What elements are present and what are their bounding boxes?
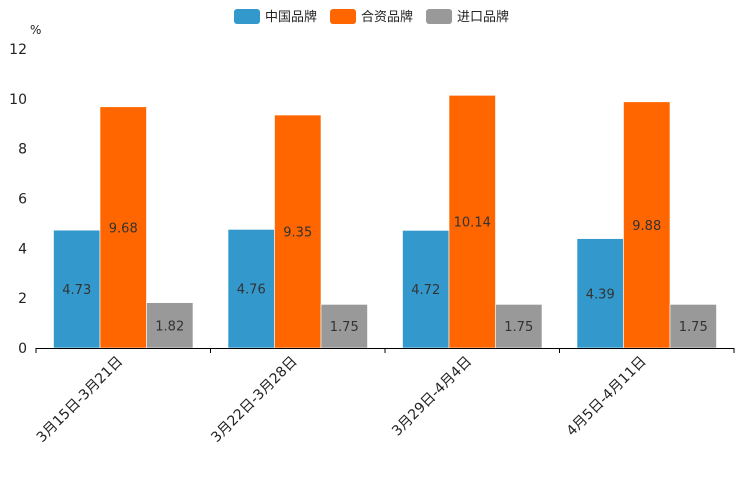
x-tick-label: 4月5日-4月11日: [564, 354, 650, 440]
legend-item: 合资品牌: [330, 9, 413, 25]
bar-value-label: 9.68: [109, 221, 138, 236]
bar: [53, 229, 101, 349]
y-tick-label: 8: [18, 142, 27, 158]
x-tick-label: 3月15日-3月21日: [34, 354, 126, 446]
bar: [448, 95, 496, 349]
bar: [227, 229, 275, 349]
bar-labels: 4.73 9.68 1.82 4.76 9.35 1.75 4.72 10.14 1.75 4.3…: [62, 216, 707, 336]
bars: [53, 95, 717, 349]
bar-value-label: 1.82: [155, 319, 184, 334]
bar: [623, 101, 671, 349]
bar: [576, 238, 624, 349]
bar: [146, 302, 194, 349]
bar: [99, 106, 147, 349]
bar-value-label: 1.75: [330, 320, 359, 335]
x-tick-label: 3月22日-3月28日: [208, 354, 300, 446]
x-tick-label: 3月29日-4月4日: [389, 354, 475, 440]
y-tick-label: 2: [18, 291, 27, 307]
legend-item: 中国品牌: [234, 9, 317, 25]
bar-value-label: 4.39: [586, 287, 615, 302]
bar-value-label: 9.35: [283, 226, 312, 241]
legend-swatch: [234, 9, 260, 24]
y-tick-label: 10: [9, 92, 27, 108]
bar-value-label: 4.76: [237, 283, 266, 298]
legend-swatch: [426, 9, 453, 24]
bar-value-label: 1.75: [679, 320, 708, 335]
bar-value-label: 9.88: [632, 219, 661, 234]
legend-swatch: [330, 9, 357, 24]
legend-label: 中国品牌: [265, 9, 317, 25]
bar-value-label: 4.73: [62, 283, 91, 298]
legend-item: 进口品牌: [426, 9, 509, 25]
legend-label: 进口品牌: [457, 9, 509, 25]
bar-value-label: 1.75: [504, 320, 533, 335]
bar: [274, 114, 322, 349]
legend: 中国品牌 合资品牌 进口品牌: [234, 9, 509, 25]
y-tick-label: 0: [18, 341, 27, 357]
y-axis-unit-label: %: [30, 23, 41, 37]
bar: [320, 304, 368, 349]
x-axis-ticks: 3月15日-3月21日 3月22日-3月28日 3月29日-4月4日 4月5日-4月1…: [34, 348, 735, 446]
y-axis-ticks: 0 2 4 6 8 10 12: [9, 42, 27, 357]
legend-label: 合资品牌: [361, 9, 413, 25]
bar: [669, 304, 717, 349]
bar-value-label: 10.14: [454, 216, 491, 231]
y-tick-label: 12: [9, 42, 27, 58]
bar-value-label: 4.72: [411, 283, 440, 298]
y-tick-label: 4: [18, 241, 27, 257]
y-tick-label: 6: [18, 192, 27, 208]
